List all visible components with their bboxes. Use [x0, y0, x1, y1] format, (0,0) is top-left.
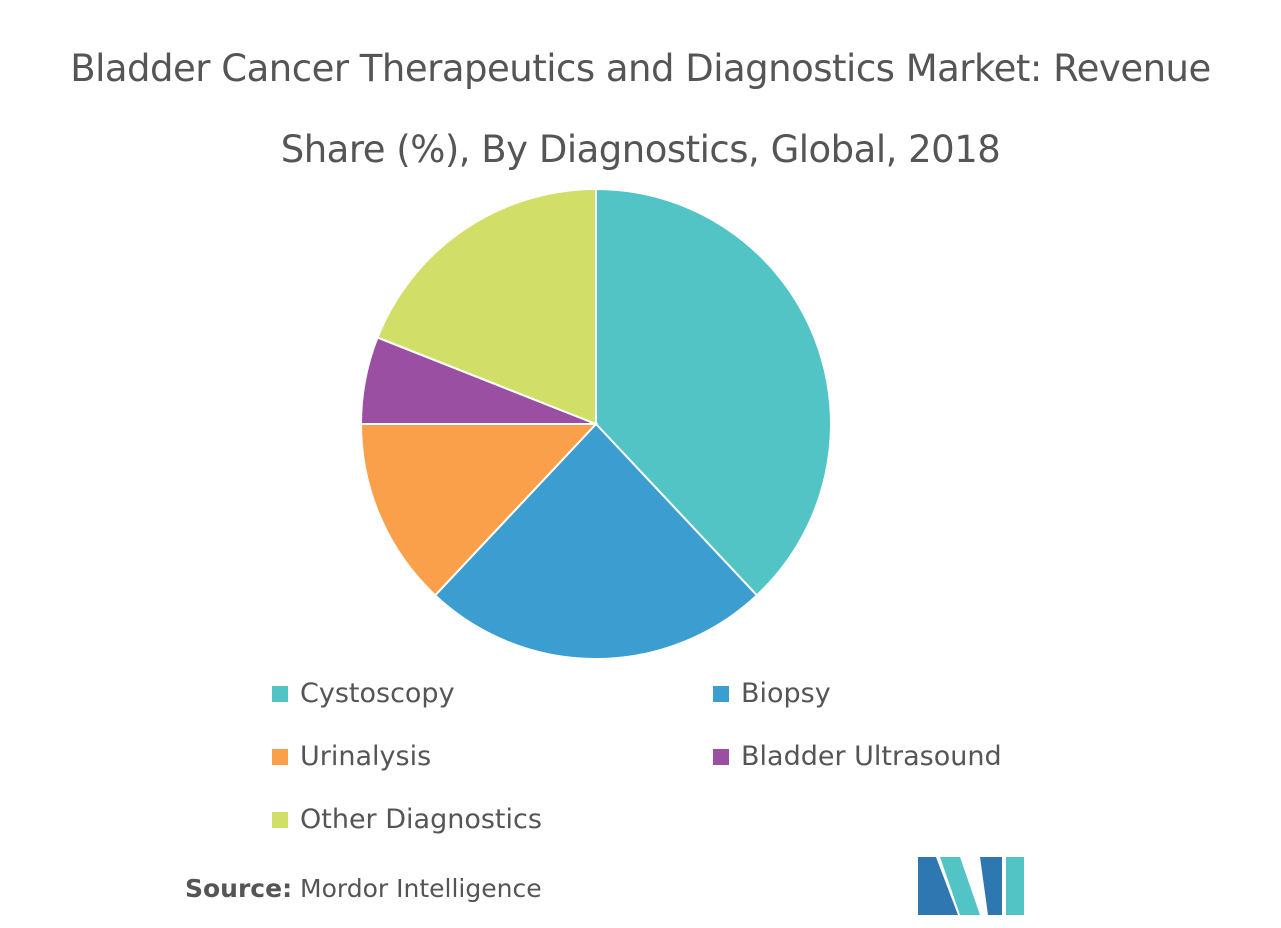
pie-slice [595, 187, 832, 597]
logo [918, 857, 1024, 915]
chart-title: Bladder Cancer Therapeutics and Diagnost… [70, 47, 1211, 171]
source-text: Mordor Intelligence [300, 874, 542, 903]
logo-part [918, 857, 958, 915]
legend-item: Other Diagnostics [272, 804, 542, 835]
pie-slice [433, 422, 759, 661]
legend-swatch [713, 685, 729, 702]
legend-label: Cystoscopy [300, 678, 455, 709]
legend-swatch [713, 748, 729, 765]
legend-swatch [272, 748, 288, 765]
legend-label: Biopsy [741, 678, 831, 709]
pie-slice [359, 423, 599, 597]
source-label: Source: [185, 874, 293, 903]
legend-swatch [272, 685, 288, 702]
legend-item: Urinalysis [272, 741, 431, 772]
pie-chart [359, 187, 832, 661]
pie-slice [376, 187, 597, 426]
logo-part [1006, 857, 1024, 915]
legend-item: Biopsy [713, 678, 831, 709]
logo-part [980, 857, 1002, 915]
legend-item: Bladder Ultrasound [713, 741, 1002, 772]
legend-label: Other Diagnostics [300, 804, 542, 835]
legend-label: Urinalysis [300, 741, 432, 772]
logo-part [940, 857, 980, 915]
legend-swatch [272, 811, 288, 828]
source: Source: Mordor Intelligence [185, 874, 542, 903]
legend-item: Cystoscopy [272, 678, 455, 709]
legend-label: Bladder Ultrasound [741, 741, 1002, 772]
